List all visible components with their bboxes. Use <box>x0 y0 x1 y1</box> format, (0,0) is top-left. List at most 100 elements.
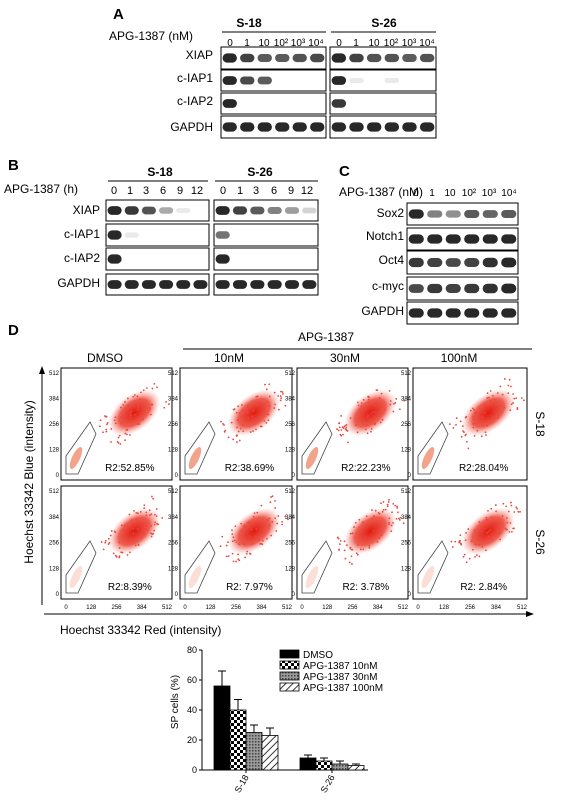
event-dot <box>151 495 153 498</box>
event-dot <box>339 539 342 542</box>
time-label: 12 <box>301 185 313 197</box>
event-dot <box>231 552 234 555</box>
event-dot <box>459 420 462 423</box>
event-dot <box>245 552 248 555</box>
event-dot <box>469 409 472 412</box>
event-dot <box>271 521 274 523</box>
event-dot <box>118 555 121 558</box>
event-dot <box>140 530 143 532</box>
event-dot <box>513 397 516 400</box>
event-dot <box>364 535 367 538</box>
y-tick-label: 0 <box>56 592 60 598</box>
event-dot <box>255 527 258 530</box>
cell-population <box>108 389 161 437</box>
x-tick-label: 512 <box>517 605 528 611</box>
event-dot <box>367 395 370 398</box>
dose-label: 10² <box>274 38 289 49</box>
bar <box>261 735 279 771</box>
event-dot <box>362 407 365 410</box>
blot-frame <box>406 227 519 251</box>
sp-population <box>421 565 435 589</box>
event-dot <box>455 423 457 426</box>
y-tick-label: 384 <box>401 515 412 521</box>
event-dot <box>376 389 379 392</box>
event-dot <box>142 389 145 392</box>
event-dot <box>247 406 249 409</box>
x-tick-label: 128 <box>205 605 216 611</box>
flow-plot: R2:8.39% 512 384 256 128 0 <box>49 485 173 600</box>
event-dot <box>467 528 470 530</box>
panel-a-group-s26: S-26 <box>371 16 397 30</box>
blot-frame <box>105 223 210 247</box>
blot-band <box>107 254 122 264</box>
event-dot <box>367 414 370 416</box>
event-dot <box>110 530 113 532</box>
y-tick-label: 512 <box>49 371 60 377</box>
event-dot <box>107 543 110 546</box>
blot-band <box>482 308 498 318</box>
dose-label: 1 <box>244 38 250 49</box>
event-dot <box>487 535 490 538</box>
event-dot <box>382 501 385 503</box>
event-dot <box>356 544 359 546</box>
blot-band <box>222 99 237 108</box>
event-dot <box>360 402 363 404</box>
event-dot <box>105 430 108 433</box>
flow-plot: R2:28.04% 512 384 256 128 0 <box>401 367 528 481</box>
y-tick-label: 128 <box>168 448 179 454</box>
event-dot <box>381 418 384 421</box>
event-dot <box>339 543 341 546</box>
panel-a: A APG-1387 (nM) S-18 S-26 0 1 10 10² 10³ 10⁴ … <box>109 6 437 139</box>
event-dot <box>287 518 289 521</box>
event-dot <box>402 522 405 525</box>
event-dot <box>465 532 467 534</box>
event-dot <box>472 407 474 410</box>
r2-percentage: R2: 7.97% <box>226 582 273 593</box>
event-dot <box>138 398 141 401</box>
event-dot <box>337 429 340 432</box>
event-dot <box>494 504 497 506</box>
event-dot <box>100 541 103 543</box>
event-dot <box>249 431 252 433</box>
event-dot <box>391 511 393 514</box>
event-dot <box>509 522 512 524</box>
panel-d-letter: D <box>8 322 19 339</box>
panel-a-blots <box>220 46 437 139</box>
event-dot <box>266 400 269 403</box>
blot-frame <box>406 276 519 301</box>
event-dot <box>483 528 486 530</box>
event-dot <box>459 539 461 542</box>
event-dot <box>145 514 148 517</box>
event-dot <box>396 505 399 508</box>
panel-d-x-axis-label: Hoechst 33342 Red (intensity) <box>60 623 221 637</box>
event-dot <box>259 542 262 545</box>
event-dot <box>344 557 347 560</box>
blot-strip <box>406 276 519 301</box>
event-dot <box>388 523 390 526</box>
event-dot <box>244 556 247 559</box>
event-dot <box>504 527 507 530</box>
event-dot <box>512 527 514 530</box>
blot-frame <box>329 115 437 139</box>
event-dot <box>371 517 374 520</box>
event-dot <box>237 418 239 421</box>
event-dot <box>114 416 117 419</box>
event-dot <box>390 530 393 533</box>
blot-frame <box>220 115 327 139</box>
event-dot <box>231 540 234 543</box>
blot-band <box>107 280 122 289</box>
event-dot <box>256 404 259 407</box>
event-dot <box>225 555 228 558</box>
time-label: 3 <box>253 185 259 197</box>
event-dot <box>274 517 277 520</box>
event-dot <box>267 419 270 422</box>
blot-band <box>331 53 347 63</box>
event-dot <box>268 395 271 398</box>
event-dot <box>281 391 284 393</box>
blot-band <box>240 76 255 85</box>
blot-band <box>302 207 317 214</box>
event-dot <box>115 555 118 558</box>
event-dot <box>249 553 252 555</box>
blot-frame <box>105 273 210 296</box>
event-dot <box>238 559 241 562</box>
